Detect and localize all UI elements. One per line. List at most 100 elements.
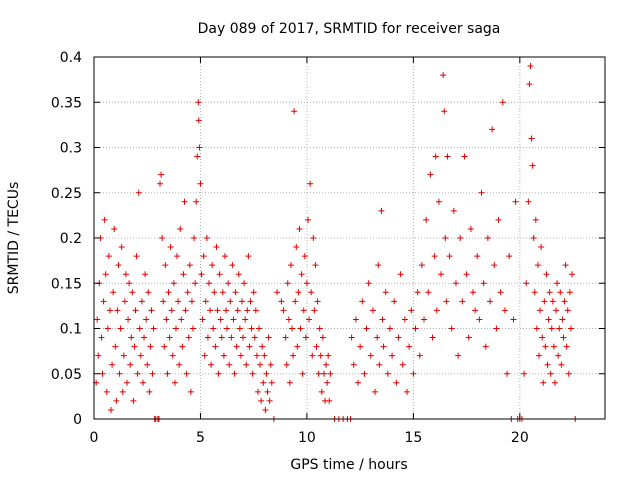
data-point: [165, 289, 172, 296]
data-point: [225, 280, 232, 287]
data-point: [243, 361, 250, 368]
data-point: [540, 379, 547, 386]
data-point: [150, 325, 157, 332]
data-point: [172, 325, 179, 332]
data-point: [282, 334, 289, 341]
data-point: [245, 253, 252, 260]
data-point: [104, 325, 111, 332]
data-point: [174, 253, 181, 260]
data-point: [253, 352, 260, 359]
y-tick-label: 0.15: [51, 276, 82, 292]
y-tick-label: 0.4: [60, 50, 82, 66]
x-tick-label: 5: [196, 430, 205, 446]
data-point: [214, 307, 221, 314]
data-point: [122, 271, 129, 278]
data-point: [257, 361, 264, 368]
x-tick-label: 15: [404, 430, 422, 446]
data-point: [408, 307, 415, 314]
y-tick-label: 0.35: [51, 95, 82, 111]
data-point: [541, 298, 548, 305]
data-point: [299, 370, 306, 377]
data-point: [168, 307, 175, 314]
data-point: [148, 307, 155, 314]
data-point: [372, 388, 379, 395]
data-point: [280, 307, 287, 314]
data-point: [559, 316, 566, 323]
data-point: [527, 63, 534, 70]
data-point: [528, 135, 535, 142]
data-point: [300, 307, 307, 314]
data-point: [183, 370, 190, 377]
data-point: [558, 361, 565, 368]
data-point: [323, 361, 330, 368]
data-point: [297, 325, 304, 332]
data-point: [476, 316, 483, 323]
data-point: [469, 289, 476, 296]
data-point: [199, 316, 206, 323]
data-point: [136, 325, 143, 332]
y-tick-label: 0.3: [60, 141, 82, 157]
data-point: [266, 397, 273, 404]
data-point: [100, 298, 107, 305]
data-point: [236, 325, 243, 332]
data-point: [135, 189, 142, 196]
data-point: [256, 325, 263, 332]
data-point: [561, 298, 568, 305]
data-point: [551, 379, 558, 386]
data-point: [504, 370, 511, 377]
data-point: [525, 198, 532, 205]
data-point: [401, 316, 408, 323]
data-point: [452, 280, 459, 287]
data-point: [568, 271, 575, 278]
data-point: [386, 325, 393, 332]
data-point: [393, 379, 400, 386]
data-point: [450, 207, 457, 214]
data-point: [438, 271, 445, 278]
data-point: [252, 307, 259, 314]
data-point: [234, 307, 241, 314]
data-point: [566, 289, 573, 296]
data-point: [147, 343, 154, 350]
data-point: [365, 280, 372, 287]
data-point: [307, 180, 314, 187]
data-point: [489, 126, 496, 133]
data-point: [260, 379, 267, 386]
data-point: [539, 334, 546, 341]
data-point: [521, 370, 528, 377]
data-point: [128, 334, 135, 341]
data-point: [263, 370, 270, 377]
data-point: [549, 298, 556, 305]
data-point: [221, 253, 228, 260]
data-point: [316, 325, 323, 332]
data-point: [301, 253, 308, 260]
data-point: [423, 216, 430, 223]
data-point: [202, 298, 209, 305]
data-point: [167, 244, 174, 251]
data-point: [526, 81, 533, 88]
data-point: [267, 361, 274, 368]
data-point: [274, 289, 281, 296]
data-point: [196, 144, 203, 151]
data-point: [114, 307, 121, 314]
data-point: [542, 343, 549, 350]
data-point: [161, 343, 168, 350]
data-point: [120, 352, 127, 359]
data-point: [553, 307, 560, 314]
data-point: [555, 352, 562, 359]
data-point: [463, 271, 470, 278]
data-point: [116, 370, 123, 377]
data-point: [211, 289, 218, 296]
data-point: [289, 325, 296, 332]
data-point: [547, 370, 554, 377]
data-point: [455, 352, 462, 359]
data-point: [228, 334, 235, 341]
data-point: [309, 352, 316, 359]
data-point: [119, 388, 126, 395]
data-point: [261, 352, 268, 359]
data-point: [302, 334, 309, 341]
data-point: [320, 370, 327, 377]
data-point: [125, 316, 132, 323]
data-point: [376, 361, 383, 368]
data-point: [212, 343, 219, 350]
data-point: [223, 307, 230, 314]
